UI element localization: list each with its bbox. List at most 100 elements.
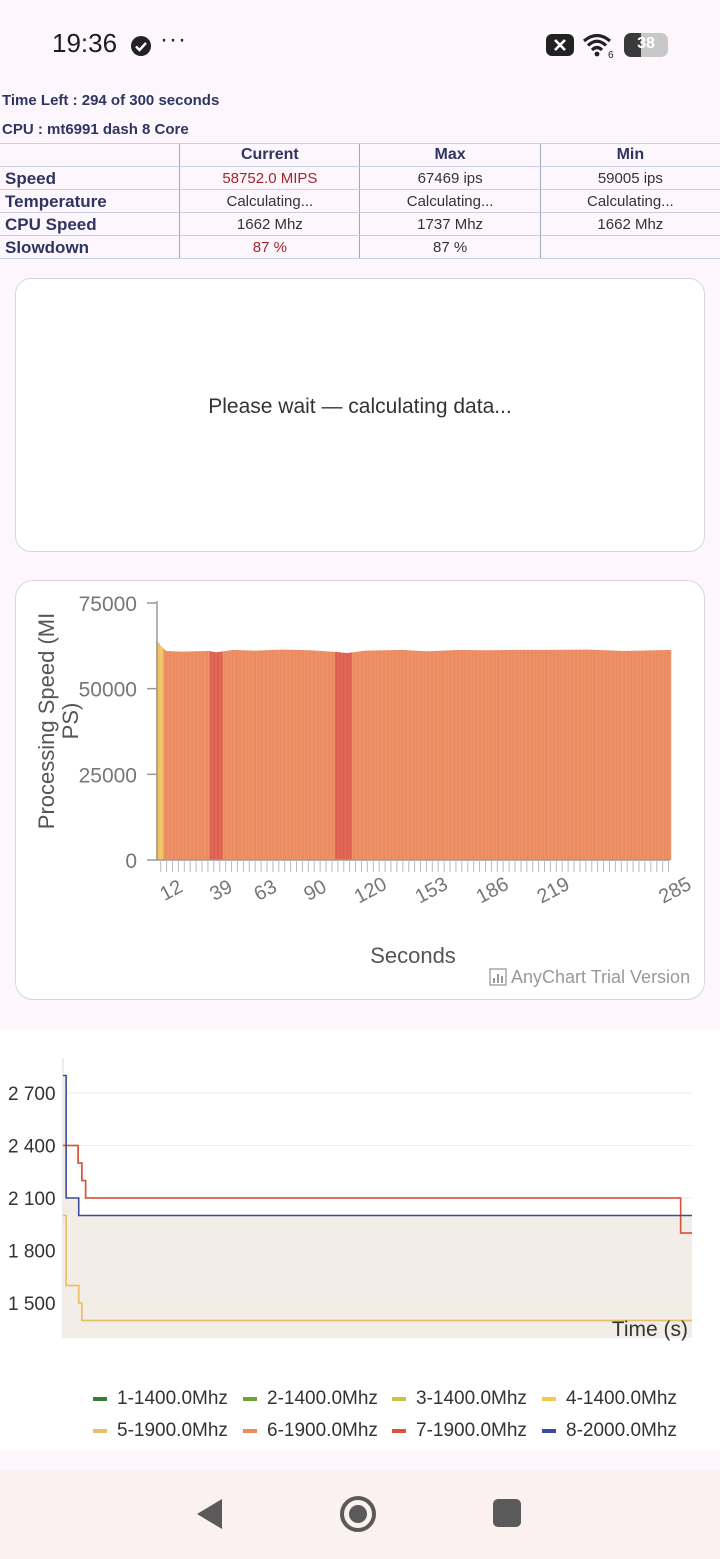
speed-bar bbox=[532, 649, 535, 860]
speed-bar bbox=[390, 650, 393, 860]
legend-item[interactable]: 5-1900.0Mhz bbox=[93, 1420, 228, 1442]
y-axis-label-line1: Processing Speed (MI bbox=[34, 613, 59, 829]
speed-max: 67469 ips bbox=[359, 166, 541, 190]
x-tick-label: 186 bbox=[473, 873, 513, 908]
speed-bar bbox=[181, 651, 185, 860]
cpu-speed-max: 1737 Mhz bbox=[359, 212, 541, 236]
speed-bar bbox=[294, 649, 297, 860]
y-tick-label: 1 500 bbox=[8, 1294, 56, 1315]
speed-bar bbox=[497, 650, 500, 860]
slowdown-current: 87 % bbox=[179, 235, 360, 259]
row-label-cpu-speed: CPU Speed bbox=[0, 212, 180, 236]
speed-bar bbox=[501, 650, 504, 860]
speed-bar bbox=[191, 651, 194, 860]
speed-bar bbox=[434, 650, 437, 860]
speed-bar bbox=[486, 650, 489, 860]
speed-bar bbox=[312, 650, 316, 860]
legend-label: 2-1400.0Mhz bbox=[267, 1388, 378, 1409]
speed-bar bbox=[528, 649, 531, 860]
speed-bar bbox=[419, 650, 423, 860]
speed-bar bbox=[408, 650, 412, 860]
speed-bar bbox=[397, 650, 400, 860]
legend-item[interactable]: 7-1900.0Mhz bbox=[392, 1420, 527, 1442]
speed-bar bbox=[394, 650, 397, 860]
speed-bar bbox=[335, 652, 338, 860]
speed-bar bbox=[322, 651, 325, 860]
speed-bar bbox=[442, 650, 445, 860]
speed-bar bbox=[276, 649, 279, 860]
cpu-speed-current: 1662 Mhz bbox=[179, 212, 360, 236]
legend-swatch bbox=[392, 1429, 406, 1433]
speed-bar bbox=[277, 649, 281, 860]
speed-bar bbox=[346, 653, 349, 860]
battery-level: 38 bbox=[637, 35, 655, 52]
legend-item[interactable]: 4-1400.0Mhz bbox=[542, 1388, 677, 1410]
speed-bar bbox=[658, 650, 661, 860]
legend-label: 1-1400.0Mhz bbox=[117, 1388, 228, 1409]
speed-bar bbox=[395, 650, 399, 860]
speed-bar bbox=[209, 651, 212, 860]
speed-bar bbox=[593, 649, 596, 860]
speed-current: 58752.0 MIPS bbox=[179, 166, 360, 190]
speed-bar bbox=[571, 649, 574, 860]
legend-swatch bbox=[542, 1397, 556, 1401]
speed-bar bbox=[661, 650, 664, 860]
speed-bar bbox=[416, 650, 419, 860]
y-tick-label: 75000 bbox=[79, 593, 137, 616]
speed-bar bbox=[274, 649, 277, 860]
speed-bar bbox=[211, 651, 214, 860]
speed-bar bbox=[499, 650, 502, 860]
speed-bar bbox=[519, 649, 522, 860]
speed-bar bbox=[604, 650, 607, 860]
speed-bar bbox=[364, 650, 367, 860]
speed-bar bbox=[303, 650, 306, 860]
speed-bar bbox=[648, 650, 651, 860]
speed-bar bbox=[606, 650, 609, 860]
legend-item[interactable]: 1-1400.0Mhz bbox=[93, 1388, 228, 1410]
speed-bar bbox=[634, 650, 637, 860]
speed-bar bbox=[538, 649, 541, 860]
speed-bar bbox=[213, 652, 216, 860]
speed-bar bbox=[198, 651, 201, 860]
legend-item[interactable]: 8-2000.0Mhz bbox=[542, 1420, 677, 1442]
speed-bar bbox=[574, 649, 578, 860]
home-icon[interactable] bbox=[338, 1494, 378, 1534]
speed-bar bbox=[178, 651, 181, 860]
speed-bar bbox=[502, 650, 506, 860]
speed-bar bbox=[667, 649, 670, 860]
speed-bar bbox=[383, 650, 386, 860]
speed-bar bbox=[630, 650, 633, 860]
back-icon[interactable] bbox=[192, 1496, 228, 1532]
legend-item[interactable]: 2-1400.0Mhz bbox=[243, 1388, 378, 1410]
legend-item[interactable]: 6-1900.0Mhz bbox=[243, 1420, 378, 1442]
speed-bar bbox=[490, 650, 493, 860]
speed-bar bbox=[464, 650, 467, 860]
speed-bar bbox=[272, 649, 275, 860]
speed-bar bbox=[549, 649, 552, 860]
speed-bar bbox=[401, 649, 404, 860]
speed-bar bbox=[578, 649, 581, 860]
speed-bar bbox=[407, 650, 410, 860]
row-label-slowdown: Slowdown bbox=[0, 235, 180, 259]
speed-bar bbox=[598, 650, 602, 860]
y-tick-label: 2 700 bbox=[8, 1084, 56, 1105]
speed-bar bbox=[347, 652, 351, 860]
speed-bar bbox=[617, 650, 620, 860]
speed-bar bbox=[536, 649, 539, 860]
speed-bar bbox=[541, 649, 544, 860]
recents-icon[interactable] bbox=[492, 1498, 522, 1528]
speed-bar bbox=[237, 650, 240, 860]
speed-bar bbox=[554, 649, 557, 860]
series-line bbox=[63, 1074, 692, 1217]
x-tick-label: 153 bbox=[412, 873, 452, 908]
speed-bar bbox=[558, 649, 561, 860]
speed-bar bbox=[170, 651, 173, 860]
x-tick-label: 120 bbox=[351, 873, 391, 908]
speed-bar bbox=[453, 650, 456, 860]
speed-bar bbox=[512, 649, 515, 860]
wifi-badge: 6 bbox=[608, 50, 614, 58]
y-tick-label: 1 800 bbox=[8, 1242, 56, 1263]
speed-bar bbox=[580, 649, 583, 860]
speed-bar bbox=[412, 650, 415, 860]
legend-item[interactable]: 3-1400.0Mhz bbox=[392, 1388, 527, 1410]
